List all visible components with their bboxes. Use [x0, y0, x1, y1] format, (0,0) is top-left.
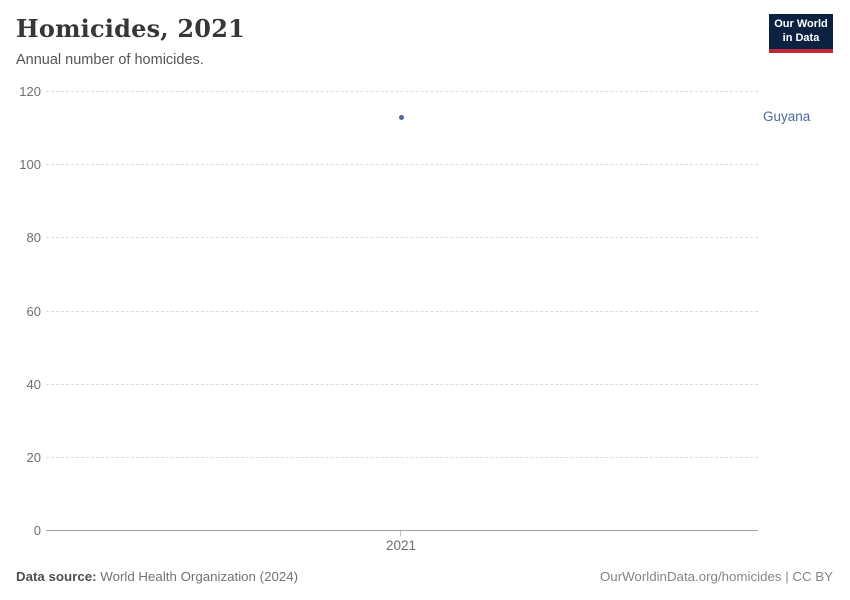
y-tick-label-0: 0 [33, 523, 41, 538]
gridline-40 [46, 384, 758, 385]
data-source-value: World Health Organization (2024) [96, 569, 299, 584]
gridline-80 [46, 237, 758, 238]
owid-logo-line1: Our World [774, 18, 828, 30]
owid-logo[interactable]: Our World in Data [769, 14, 833, 53]
y-tick-label-80: 80 [26, 230, 41, 245]
x-tick-mark-2021 [400, 531, 401, 536]
y-tick-label-60: 60 [26, 304, 41, 319]
y-tick-label-40: 40 [26, 377, 41, 392]
data-source-label: Data source: [16, 569, 97, 584]
gridline-120 [46, 91, 758, 92]
attribution-link[interactable]: OurWorldinData.org/homicides | CC BY [599, 569, 833, 584]
gridline-60 [46, 311, 758, 312]
x-axis-line [46, 530, 758, 531]
gridline-100 [46, 164, 758, 165]
gridline-20 [46, 457, 758, 458]
chart-subtitle: Annual number of homicides. [16, 52, 204, 68]
x-tick-label-2021: 2021 [385, 538, 417, 553]
entity-label-guyana[interactable]: Guyana [763, 109, 811, 124]
y-tick-label-120: 120 [19, 84, 41, 99]
page-title: Homicides, 2021 [16, 14, 245, 43]
owid-logo-line2: in Data [782, 31, 820, 44]
data-point-guyana[interactable] [399, 115, 404, 120]
y-tick-label-20: 20 [26, 450, 41, 465]
data-source-note: Data source: World Health Organization (… [16, 569, 298, 584]
y-tick-label-100: 100 [19, 157, 41, 172]
